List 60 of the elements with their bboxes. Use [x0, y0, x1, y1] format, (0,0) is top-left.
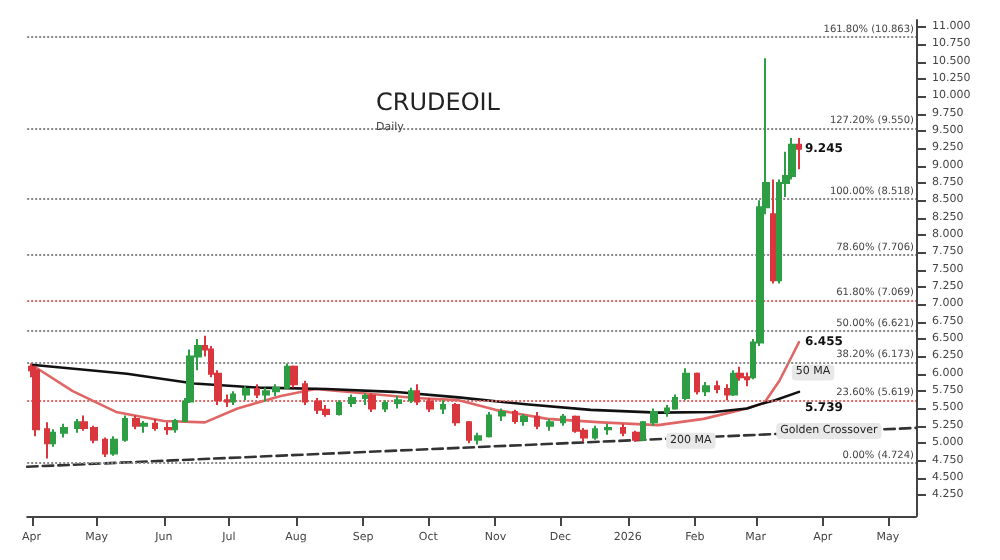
candlestick: [172, 417, 178, 434]
candlestick: [348, 393, 356, 409]
candlestick: [702, 381, 710, 397]
candlestick: [466, 419, 472, 445]
candlestick: [724, 383, 730, 402]
candlestick: [164, 421, 172, 436]
candlestick: [694, 371, 700, 396]
candlestick: [650, 407, 658, 427]
candlestick: [440, 399, 446, 416]
candlestick: [336, 399, 342, 417]
candlestick: [672, 393, 678, 411]
candlestick: [796, 136, 802, 171]
candlestick: [474, 431, 482, 446]
candlestick: [322, 404, 330, 418]
candlestick: [744, 371, 750, 388]
candlestick: [230, 390, 236, 407]
candlestick: [122, 414, 128, 443]
candlestick: [498, 407, 506, 422]
candlestick: [140, 419, 148, 434]
candlestick: [714, 379, 720, 395]
candlestick: [284, 362, 290, 391]
candlestick: [254, 383, 260, 400]
candlestick: [620, 422, 626, 438]
candlestick: [314, 397, 322, 416]
candlestick: [102, 436, 108, 459]
candlestick: [682, 367, 690, 402]
candlestick: [770, 178, 776, 285]
candlestick: [132, 414, 140, 431]
candlestick: [362, 392, 368, 407]
candlestick: [110, 435, 118, 457]
text: CRUDEOIL: [376, 88, 501, 116]
candlestick: [572, 414, 580, 434]
candlestick: [546, 417, 554, 432]
candlestick: [382, 399, 388, 413]
candlestick: [736, 365, 744, 382]
candlestick: [302, 379, 308, 407]
candlestick: [408, 386, 414, 404]
candlestick: [50, 428, 56, 448]
candlestick: [592, 424, 598, 441]
candlestick: [152, 417, 158, 432]
candlestick: [394, 394, 402, 410]
candlestick: [368, 392, 376, 413]
candlestick: [426, 397, 434, 413]
candlestick: [534, 410, 540, 431]
candlestick: [560, 413, 566, 427]
candlestick: [632, 429, 640, 443]
candlestick: [60, 422, 68, 439]
candlestick: [242, 385, 250, 402]
candlestick: [452, 401, 460, 427]
candlestick: [414, 383, 420, 407]
candlestick: [32, 367, 40, 438]
candlestick: [44, 421, 50, 460]
candlestick: [520, 413, 528, 427]
candlestick: [74, 417, 80, 434]
candlestick: [640, 419, 646, 443]
candlestick: [730, 369, 738, 397]
candlestick: [486, 410, 492, 439]
candlestick: [604, 422, 612, 436]
candlestick: [512, 408, 518, 425]
candlestick: [290, 364, 298, 389]
